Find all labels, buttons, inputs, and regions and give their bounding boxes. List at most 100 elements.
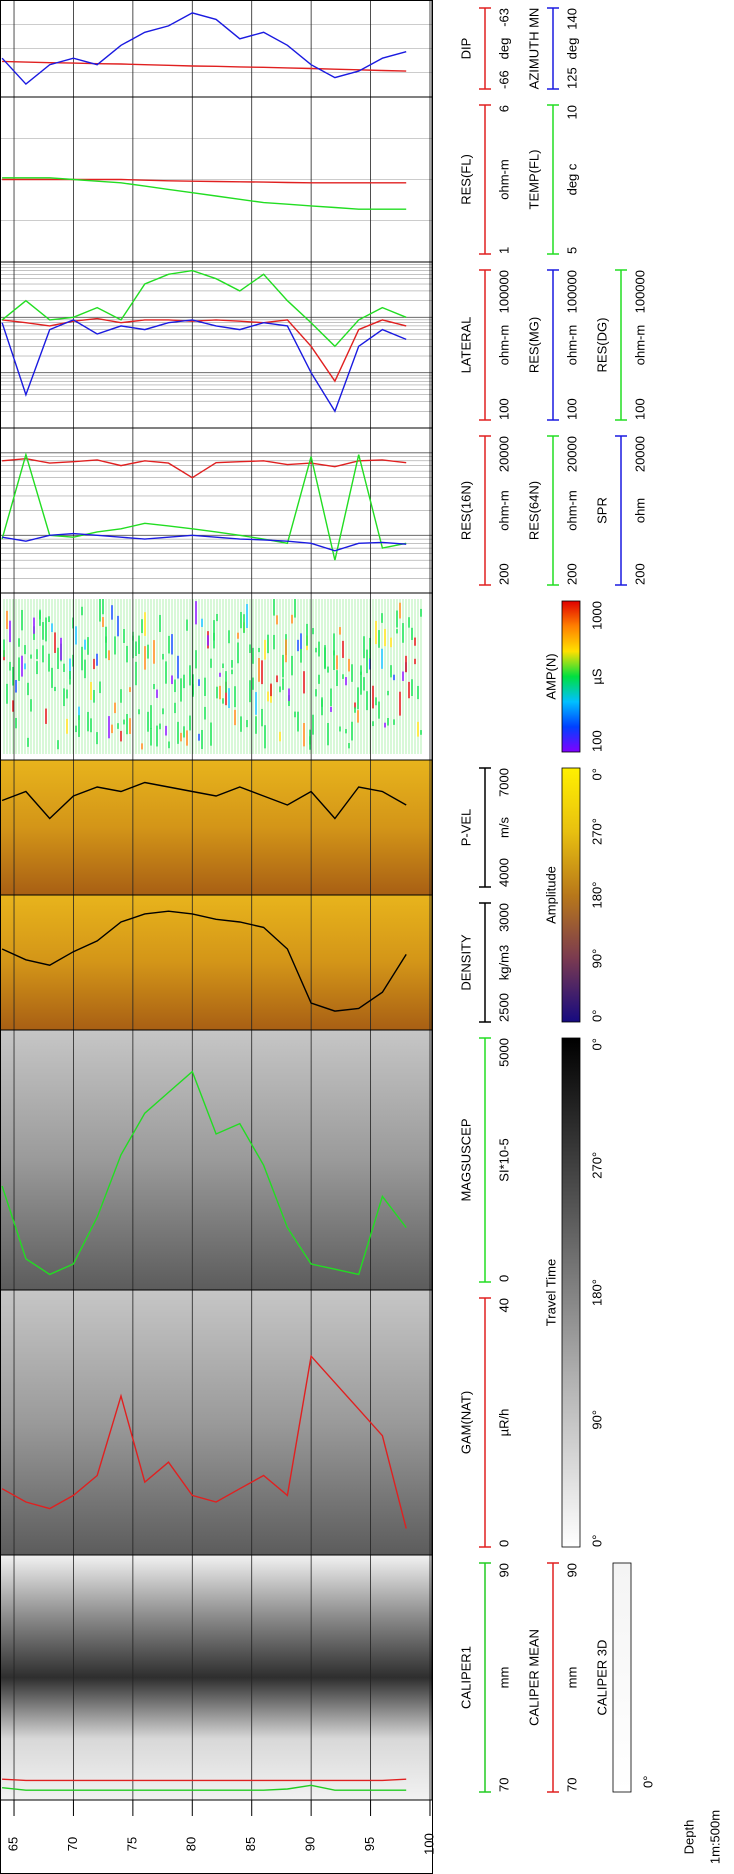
colorbar xyxy=(561,1037,581,1548)
depth-tick-label: 65 xyxy=(5,1837,20,1851)
curve-max: 5000 xyxy=(496,1038,511,1067)
log-curve xyxy=(1,269,407,348)
curve-name: CALIPER1 xyxy=(458,1646,473,1709)
log-curve xyxy=(2,178,407,184)
curve-name: GAM(NAT) xyxy=(458,1391,473,1454)
curve-unit: deg c xyxy=(564,163,579,195)
log-curve xyxy=(2,457,407,479)
colorbar-title: Amplitude xyxy=(543,866,558,924)
curve-min: 2500 xyxy=(496,993,511,1022)
colorbar-label: 0° xyxy=(589,768,604,780)
curve-min: 200 xyxy=(564,563,579,585)
curve-unit: ohm-m xyxy=(564,325,579,365)
curve-name: RES(FL) xyxy=(458,154,473,205)
curve-max: 140 xyxy=(564,8,579,30)
curve-name: SPR xyxy=(594,497,609,524)
colorbar xyxy=(561,600,581,753)
log-curve xyxy=(1,319,407,413)
curve-max: 90 xyxy=(496,1563,511,1577)
curve-min: 4000 xyxy=(496,858,511,887)
colorbar-min: 100 xyxy=(589,730,604,752)
curve-unit: m/s xyxy=(496,817,511,838)
curve-name: RES(16N) xyxy=(458,481,473,540)
depth-tick-label: 95 xyxy=(362,1837,377,1851)
log-curve xyxy=(2,317,407,383)
colorbar-name: AMP(N) xyxy=(543,653,558,699)
depth-tick-label: 100 xyxy=(421,1833,436,1855)
depth-label: Depth xyxy=(681,1820,696,1855)
curve-max: 10 xyxy=(564,105,579,119)
colorbar-label: 270° xyxy=(589,818,604,845)
curve-min: 0 xyxy=(496,1275,511,1282)
colorbar-label: 0° xyxy=(589,1010,604,1022)
curve-max: 6 xyxy=(496,105,511,112)
colorbar-name: CALIPER 3D xyxy=(594,1640,609,1716)
curve-unit: ohm-m xyxy=(632,325,647,365)
colorbar-label: 90° xyxy=(589,1410,604,1430)
log-curve xyxy=(1,1354,407,1529)
colorbar-label: 0° xyxy=(589,1535,604,1547)
curve-max: 100000 xyxy=(632,270,647,313)
curve-min: 100 xyxy=(496,398,511,420)
curve-unit: ohm-m xyxy=(496,490,511,530)
curve-min: 1 xyxy=(496,247,511,254)
curve-name: DIP xyxy=(458,38,473,60)
log-curve xyxy=(1,1070,407,1276)
log-curve xyxy=(1,452,407,561)
depth-tick-label: 85 xyxy=(243,1837,258,1851)
log-curve xyxy=(2,177,407,210)
curve-min: 100 xyxy=(632,398,647,420)
depth-scale: 1m:500m xyxy=(707,1810,722,1864)
curve-max: 40 xyxy=(496,1298,511,1312)
track-image xyxy=(0,895,432,1030)
curve-unit: mm xyxy=(564,1667,579,1689)
log-curve xyxy=(1,12,407,86)
curve-name: AZIMUTH MN xyxy=(526,8,541,90)
curve-unit: ohm-m xyxy=(496,325,511,365)
curve-name: MAGSUSCEP xyxy=(458,1118,473,1201)
curve-min: 200 xyxy=(632,563,647,585)
colorbar-label: 90° xyxy=(589,949,604,969)
colorbar-label: 0° xyxy=(640,1776,655,1788)
curve-name: LATERAL xyxy=(458,317,473,374)
track-image xyxy=(0,1555,432,1800)
colorbar xyxy=(612,1562,632,1793)
curve-unit: ohm xyxy=(632,498,647,523)
colorbar-label: 180° xyxy=(589,1279,604,1306)
curve-min: 70 xyxy=(564,1778,579,1792)
curve-max: 20000 xyxy=(564,436,579,472)
curve-name: CALIPER MEAN xyxy=(526,1629,541,1726)
curve-name: RES(DG) xyxy=(594,318,609,373)
curve-max: 100000 xyxy=(564,270,579,313)
curve-min: 5 xyxy=(564,247,579,254)
curve-name: RES(64N) xyxy=(526,481,541,540)
depth-tick-label: 90 xyxy=(303,1837,318,1851)
curve-name: DENSITY xyxy=(458,934,473,991)
colorbar-title: Travel Time xyxy=(543,1259,558,1326)
curve-max: 90 xyxy=(564,1563,579,1577)
curve-name: P-VEL xyxy=(458,809,473,847)
track-image xyxy=(0,1030,432,1290)
curve-unit: deg xyxy=(496,38,511,60)
curve-unit: mm xyxy=(496,1667,511,1689)
curve-min: 200 xyxy=(496,563,511,585)
colorbar-max: 1000 xyxy=(589,601,604,630)
log-curve xyxy=(1,532,407,552)
curve-name: RES(MG) xyxy=(526,317,541,373)
track-image xyxy=(0,760,432,895)
curve-max: 3000 xyxy=(496,903,511,932)
log-curve xyxy=(2,1778,407,1782)
colorbar xyxy=(561,767,581,1023)
track-border xyxy=(0,261,433,429)
curve-unit: ohm-m xyxy=(564,490,579,530)
curve-max: 20000 xyxy=(496,436,511,472)
curve-unit: kg/m3 xyxy=(496,945,511,980)
log-curve xyxy=(1,910,407,1012)
colorbar-label: 180° xyxy=(589,882,604,909)
curve-unit: µR/h xyxy=(496,1409,511,1437)
curve-max: -63 xyxy=(496,8,511,27)
curve-unit: SI*10-5 xyxy=(496,1138,511,1181)
